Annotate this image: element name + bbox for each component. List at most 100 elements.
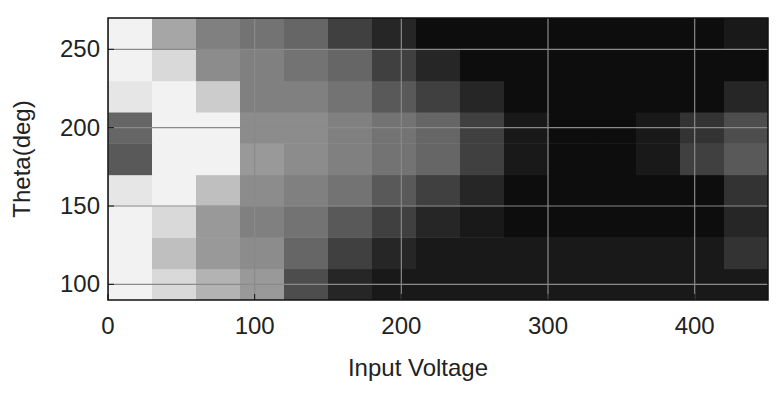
heat-cell (636, 49, 681, 81)
heat-cell (680, 237, 725, 269)
heat-cell (724, 81, 768, 113)
heat-cell (196, 143, 241, 175)
heat-cell (284, 206, 329, 238)
heat-cell (504, 175, 549, 207)
heat-cell (724, 18, 768, 50)
heat-cell (416, 49, 461, 81)
tick-label-x: 200 (381, 312, 421, 339)
heat-cell (108, 143, 153, 175)
tick-x (401, 294, 402, 300)
heat-cell (152, 18, 197, 50)
heat-cell (240, 49, 285, 81)
heat-cell (240, 143, 285, 175)
tick-x (254, 294, 255, 300)
tick-label-y: 250 (60, 35, 100, 62)
heat-cell (592, 18, 637, 50)
heat-cell (196, 81, 241, 113)
grid-line-y (108, 127, 768, 128)
heat-cell (460, 81, 505, 113)
tick-y (108, 49, 114, 50)
heat-cell (284, 81, 329, 113)
heat-cell (416, 81, 461, 113)
heat-cell (504, 18, 549, 50)
plot-frame (108, 18, 768, 300)
heat-cell (680, 143, 725, 175)
heat-cell (416, 237, 461, 269)
grid-line-y (108, 49, 768, 50)
heat-cell (724, 143, 768, 175)
heat-cell (460, 206, 505, 238)
heat-cell (240, 175, 285, 207)
heat-cell (328, 49, 373, 81)
heat-cell (152, 81, 197, 113)
tick-y (108, 206, 114, 207)
heat-cell (328, 175, 373, 207)
heat-cell (504, 49, 549, 81)
heat-cell (328, 81, 373, 113)
heat-cell (372, 81, 417, 113)
heat-cell (152, 175, 197, 207)
grid-line-y (108, 284, 768, 285)
heat-cell (240, 237, 285, 269)
heat-cell (680, 81, 725, 113)
heat-cell (372, 175, 417, 207)
heat-cell (108, 206, 153, 238)
tick-label-y: 200 (60, 114, 100, 141)
tick-x (548, 294, 549, 300)
heat-cell (108, 237, 153, 269)
heat-cell (196, 18, 241, 50)
heat-cell (152, 143, 197, 175)
tick-y (108, 127, 114, 128)
heat-cell (592, 49, 637, 81)
heat-cell (724, 49, 768, 81)
heat-cell (196, 49, 241, 81)
heat-cell (504, 206, 549, 238)
heat-cell (416, 175, 461, 207)
heat-cell (592, 143, 637, 175)
heat-cell (328, 18, 373, 50)
heat-cell (680, 175, 725, 207)
heat-cell (284, 143, 329, 175)
heat-cell (460, 175, 505, 207)
heat-cell (460, 237, 505, 269)
heat-cell (284, 175, 329, 207)
tick-x (694, 294, 695, 300)
heat-cell (328, 206, 373, 238)
heat-cell (504, 237, 549, 269)
heat-cell (592, 175, 637, 207)
heat-cell (636, 175, 681, 207)
plot-background (108, 18, 768, 300)
heat-cell (328, 237, 373, 269)
chart: 0100200300400100150200250Input VoltageTh… (0, 0, 781, 394)
heat-cell (592, 237, 637, 269)
axis-title-x: Input Voltage (348, 354, 488, 381)
grid-line-x (254, 18, 255, 300)
heat-cell (636, 81, 681, 113)
heat-cell (460, 143, 505, 175)
plot-area (108, 18, 768, 300)
heat-cell (636, 206, 681, 238)
heat-cell (548, 237, 593, 269)
tick-label-y: 150 (60, 192, 100, 219)
tick-label-x: 400 (675, 312, 715, 339)
heat-cell (592, 206, 637, 238)
heat-cell (592, 81, 637, 113)
grid-line-x (547, 18, 548, 300)
heat-cell (460, 49, 505, 81)
tick-label-y: 100 (60, 270, 100, 297)
heat-cell (680, 49, 725, 81)
heat-cell (548, 175, 593, 207)
heat-cell (416, 206, 461, 238)
heat-cell (284, 49, 329, 81)
heat-cell (372, 206, 417, 238)
heat-cell (152, 237, 197, 269)
heat-cell (548, 206, 593, 238)
heat-cell (372, 237, 417, 269)
axis-title-y: Theta(deg) (8, 100, 35, 217)
grid-line-x (401, 18, 402, 300)
heat-cell (372, 18, 417, 50)
heat-cell (372, 49, 417, 81)
heat-cell (680, 18, 725, 50)
heat-cell (724, 237, 768, 269)
heat-cell (196, 175, 241, 207)
